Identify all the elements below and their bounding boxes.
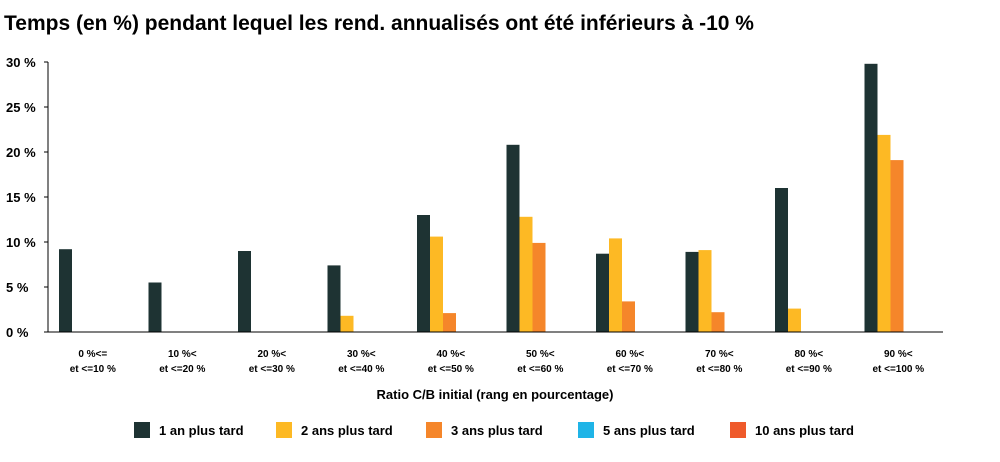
bar: [609, 238, 622, 332]
x-category-label: 40 %< et <=50 %: [428, 349, 474, 375]
legend-item: 10 ans plus tard: [730, 422, 854, 438]
x-category-label-line: et <=100 %: [872, 364, 924, 375]
legend-swatch: [426, 422, 442, 438]
bar: [327, 265, 341, 332]
x-category-label: 10 %< et <=20 %: [159, 349, 205, 375]
bar: [788, 308, 801, 332]
bar: [532, 242, 546, 332]
y-tick-label: 10 %: [6, 235, 36, 250]
bar: [238, 251, 251, 332]
bar: [711, 312, 725, 332]
legend-item: 2 ans plus tard: [276, 422, 393, 438]
x-category-label-line: 40 %<: [436, 349, 465, 360]
x-category-label-line: et <=80 %: [696, 364, 742, 375]
bar: [59, 249, 72, 332]
x-category-label-line: et <=30 %: [249, 364, 295, 375]
x-category-label-line: 10 %<: [168, 349, 197, 360]
y-tick-label: 25 %: [6, 100, 36, 115]
x-category-label-line: et <=50 %: [428, 364, 474, 375]
bar: [417, 215, 430, 332]
x-category-label: 50 %< et <=60 %: [517, 349, 563, 375]
x-category-label-line: 80 %<: [794, 349, 823, 360]
x-axis-title: Ratio C/B initial (rang en pourcentage): [377, 387, 614, 402]
legend-swatch: [134, 422, 150, 438]
x-category-label-line: 60 %<: [615, 349, 644, 360]
bar: [430, 236, 443, 332]
bar: [685, 251, 699, 332]
bar: [864, 63, 878, 333]
x-category-label: 30 %< et <=40 %: [338, 349, 384, 375]
y-axis-ticks: 0 % 5 % 10 % 15 % 20 % 25 % 30 %: [6, 55, 48, 340]
x-category-label-line: et <=20 %: [159, 364, 205, 375]
x-category-label-line: 0 %<=: [78, 349, 107, 360]
bar: [890, 160, 904, 332]
bar: [877, 134, 891, 332]
bar: [775, 188, 788, 332]
x-category-label-line: 70 %<: [705, 349, 734, 360]
bars-group: [59, 63, 904, 333]
y-tick-label: 5 %: [6, 280, 29, 295]
y-tick-label: 15 %: [6, 190, 36, 205]
x-category-label: 60 %< et <=70 %: [607, 349, 653, 375]
x-category-label: 20 %< et <=30 %: [249, 349, 295, 375]
legend-label: 3 ans plus tard: [451, 422, 543, 438]
legend-swatch: [578, 422, 594, 438]
x-category-label-line: et <=10 %: [70, 364, 116, 375]
y-tick-label: 0 %: [6, 325, 29, 340]
legend-label: 2 ans plus tard: [301, 422, 393, 438]
legend-item: 5 ans plus tard: [578, 422, 695, 438]
x-category-label-line: et <=70 %: [607, 364, 653, 375]
legend-swatch: [730, 422, 746, 438]
x-category-label: 70 %< et <=80 %: [696, 349, 742, 375]
bar: [148, 282, 162, 332]
legend-item: 3 ans plus tard: [426, 422, 543, 438]
bar: [698, 250, 712, 332]
legend-item: 1 an plus tard: [134, 422, 244, 438]
legend-label: 10 ans plus tard: [755, 422, 854, 438]
bar: [622, 301, 635, 332]
x-category-label-line: 50 %<: [526, 349, 555, 360]
x-category-label-line: 90 %<: [884, 349, 913, 360]
x-category-label-line: 20 %<: [257, 349, 286, 360]
bar: [506, 144, 520, 332]
legend-label: 5 ans plus tard: [603, 422, 695, 438]
y-tick-label: 20 %: [6, 145, 36, 160]
bar: [443, 313, 456, 332]
bar: [596, 253, 609, 332]
x-category-label: 80 %< et <=90 %: [786, 349, 832, 375]
bar: [340, 315, 354, 332]
x-category-label: 90 %< et <=100 %: [872, 349, 924, 375]
legend-swatch: [276, 422, 292, 438]
x-category-label: 0 %<= et <=10 %: [70, 349, 116, 375]
x-category-label-line: 30 %<: [347, 349, 376, 360]
y-tick-label: 30 %: [6, 55, 36, 70]
legend-label: 1 an plus tard: [159, 422, 244, 438]
legend: 1 an plus tard 2 ans plus tard 3 ans plus …: [0, 422, 1000, 448]
bar-chart: 0 % 5 % 10 % 15 % 20 % 25 % 30 % 0 %<= et <=10 …: [6, 55, 943, 402]
bar: [519, 216, 533, 332]
x-axis-category-labels: 0 %<= et <=10 % 10 %< et <=20 % 20 %< et <=30…: [70, 349, 925, 375]
x-category-label-line: et <=40 %: [338, 364, 384, 375]
chart-title: Temps (en %) pendant lequel les rend. an…: [4, 12, 754, 35]
x-category-label-line: et <=90 %: [786, 364, 832, 375]
x-category-label-line: et <=60 %: [517, 364, 563, 375]
